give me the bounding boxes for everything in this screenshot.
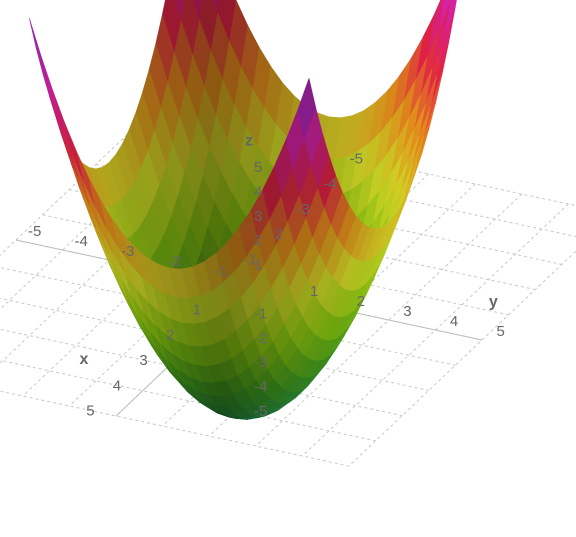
grid-line-x	[0, 297, 429, 391]
grid-line-y	[255, 193, 523, 447]
y-tick-label: 1	[310, 283, 318, 300]
axis-names: x y z	[80, 132, 498, 368]
surface-facet	[40, 55, 60, 120]
y-tick-label: -4	[75, 233, 88, 250]
z-tick-label: -4	[254, 379, 267, 396]
grid-line-x	[0, 390, 350, 467]
z-tick-label: 4	[254, 183, 262, 200]
grid-line-x	[0, 328, 403, 417]
x-tick-label: -2	[270, 226, 283, 243]
grid-line-y	[348, 250, 576, 467]
x-tick-label: 1	[193, 302, 201, 319]
x-tick-label: -3	[296, 201, 309, 218]
y-tick-label: 4	[450, 313, 458, 330]
grid-line-y	[208, 183, 476, 437]
z-tick-label: -3	[254, 354, 267, 371]
x-tick-label: 2	[166, 327, 174, 344]
z-tick-label: -1	[254, 305, 267, 322]
y-tick-label: -1	[214, 263, 227, 280]
z-tick-label: -5	[254, 403, 267, 420]
y-tick-label: -5	[28, 223, 41, 240]
surface-facet	[52, 90, 72, 152]
z-tick-label: 2	[254, 232, 262, 249]
y-tick-label: 5	[496, 323, 504, 340]
y-axis-name: y	[489, 293, 498, 310]
x-tick-label: 4	[113, 377, 121, 394]
z-tick-label: 1	[254, 257, 262, 274]
y-tick-label: -3	[121, 243, 134, 260]
tick-labels: -5-4-3-2-112345-5-4-3-2-112345-5-4-3-2-1…	[28, 150, 505, 420]
x-tick-label: -1	[243, 251, 256, 268]
z-tick-label: 5	[254, 159, 262, 176]
grid-line-x	[0, 266, 456, 366]
z-axis-name: z	[245, 132, 253, 149]
y-tick-label: -2	[168, 253, 181, 270]
x-tick-label: -4	[323, 176, 336, 193]
x-tick-label: -5	[350, 150, 363, 167]
y-tick-label: 2	[357, 293, 365, 310]
grid-line-y	[302, 203, 569, 457]
z-tick-label: -2	[254, 330, 267, 347]
x-tick-label: 3	[139, 352, 147, 369]
z-tick-label: 3	[254, 208, 262, 225]
x-axis-name: x	[80, 351, 89, 368]
x-tick-label: 5	[86, 402, 94, 419]
paraboloid-surface	[29, 0, 457, 420]
y-tick-label: 3	[403, 303, 411, 320]
grid-line-x	[0, 359, 376, 442]
grid-line-y	[0, 113, 150, 256]
surface-facet	[29, 18, 49, 86]
